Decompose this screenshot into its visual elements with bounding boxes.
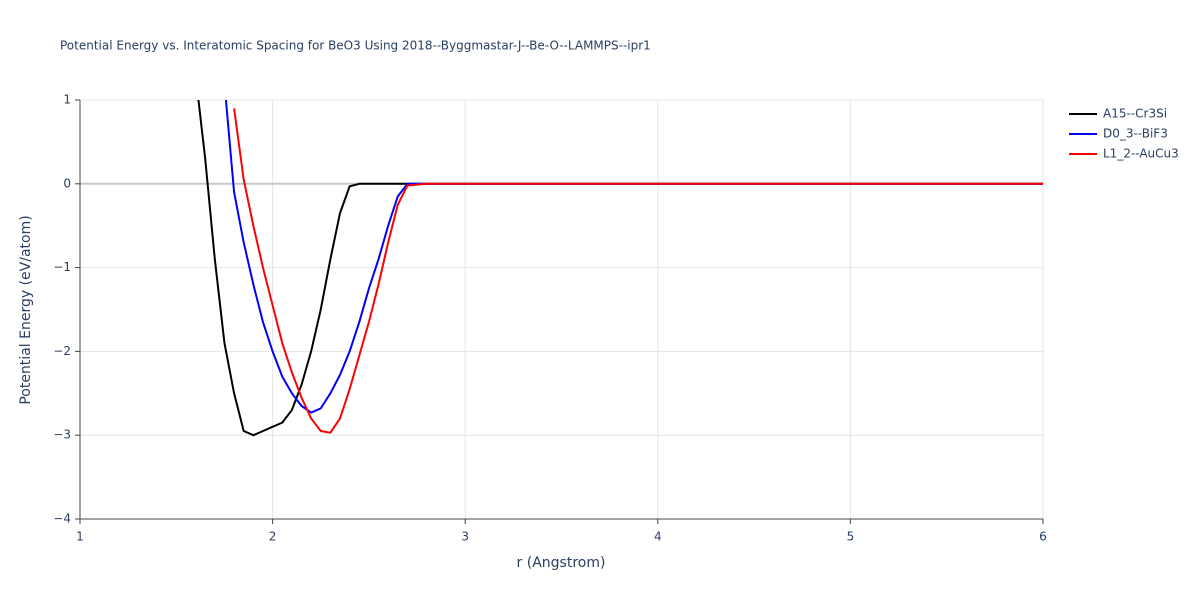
x-tick-label: 4 <box>654 530 662 544</box>
legend-label: A15--Cr3Si <box>1103 107 1167 121</box>
y-tick-label: −4 <box>53 512 71 526</box>
y-tick-label: −3 <box>53 428 71 442</box>
y-tick-label: 0 <box>63 176 71 190</box>
x-tick-label: 2 <box>269 530 277 544</box>
series-line <box>224 100 1043 414</box>
chart-title: Potential Energy vs. Interatomic Spacing… <box>60 39 651 53</box>
legend-label: L1_2--AuCu3 <box>1103 147 1179 161</box>
y-tick-label: 1 <box>63 93 71 107</box>
legend-label: D0_3--BiF3 <box>1103 127 1168 141</box>
series-line <box>233 108 1043 434</box>
y-axis-label: Potential Energy (eV/atom) <box>18 215 34 404</box>
x-axis-label: r (Angstrom) <box>517 555 606 571</box>
x-tick-label: 6 <box>1039 530 1047 544</box>
x-tick-label: 5 <box>847 530 855 544</box>
plot-area <box>197 100 1043 437</box>
axes: 1 2 3 4 5 6 1 0 −1 −2 −3 −4 A15--Cr3Si D0_3--BiF3 L1_2… <box>53 93 1179 544</box>
y-tick-label: −1 <box>53 260 71 274</box>
grid <box>79 99 1044 520</box>
y-tick-label: −2 <box>53 344 71 358</box>
series-line <box>197 100 1043 437</box>
x-tick-label: 3 <box>461 530 469 544</box>
x-tick-label: 1 <box>76 530 84 544</box>
